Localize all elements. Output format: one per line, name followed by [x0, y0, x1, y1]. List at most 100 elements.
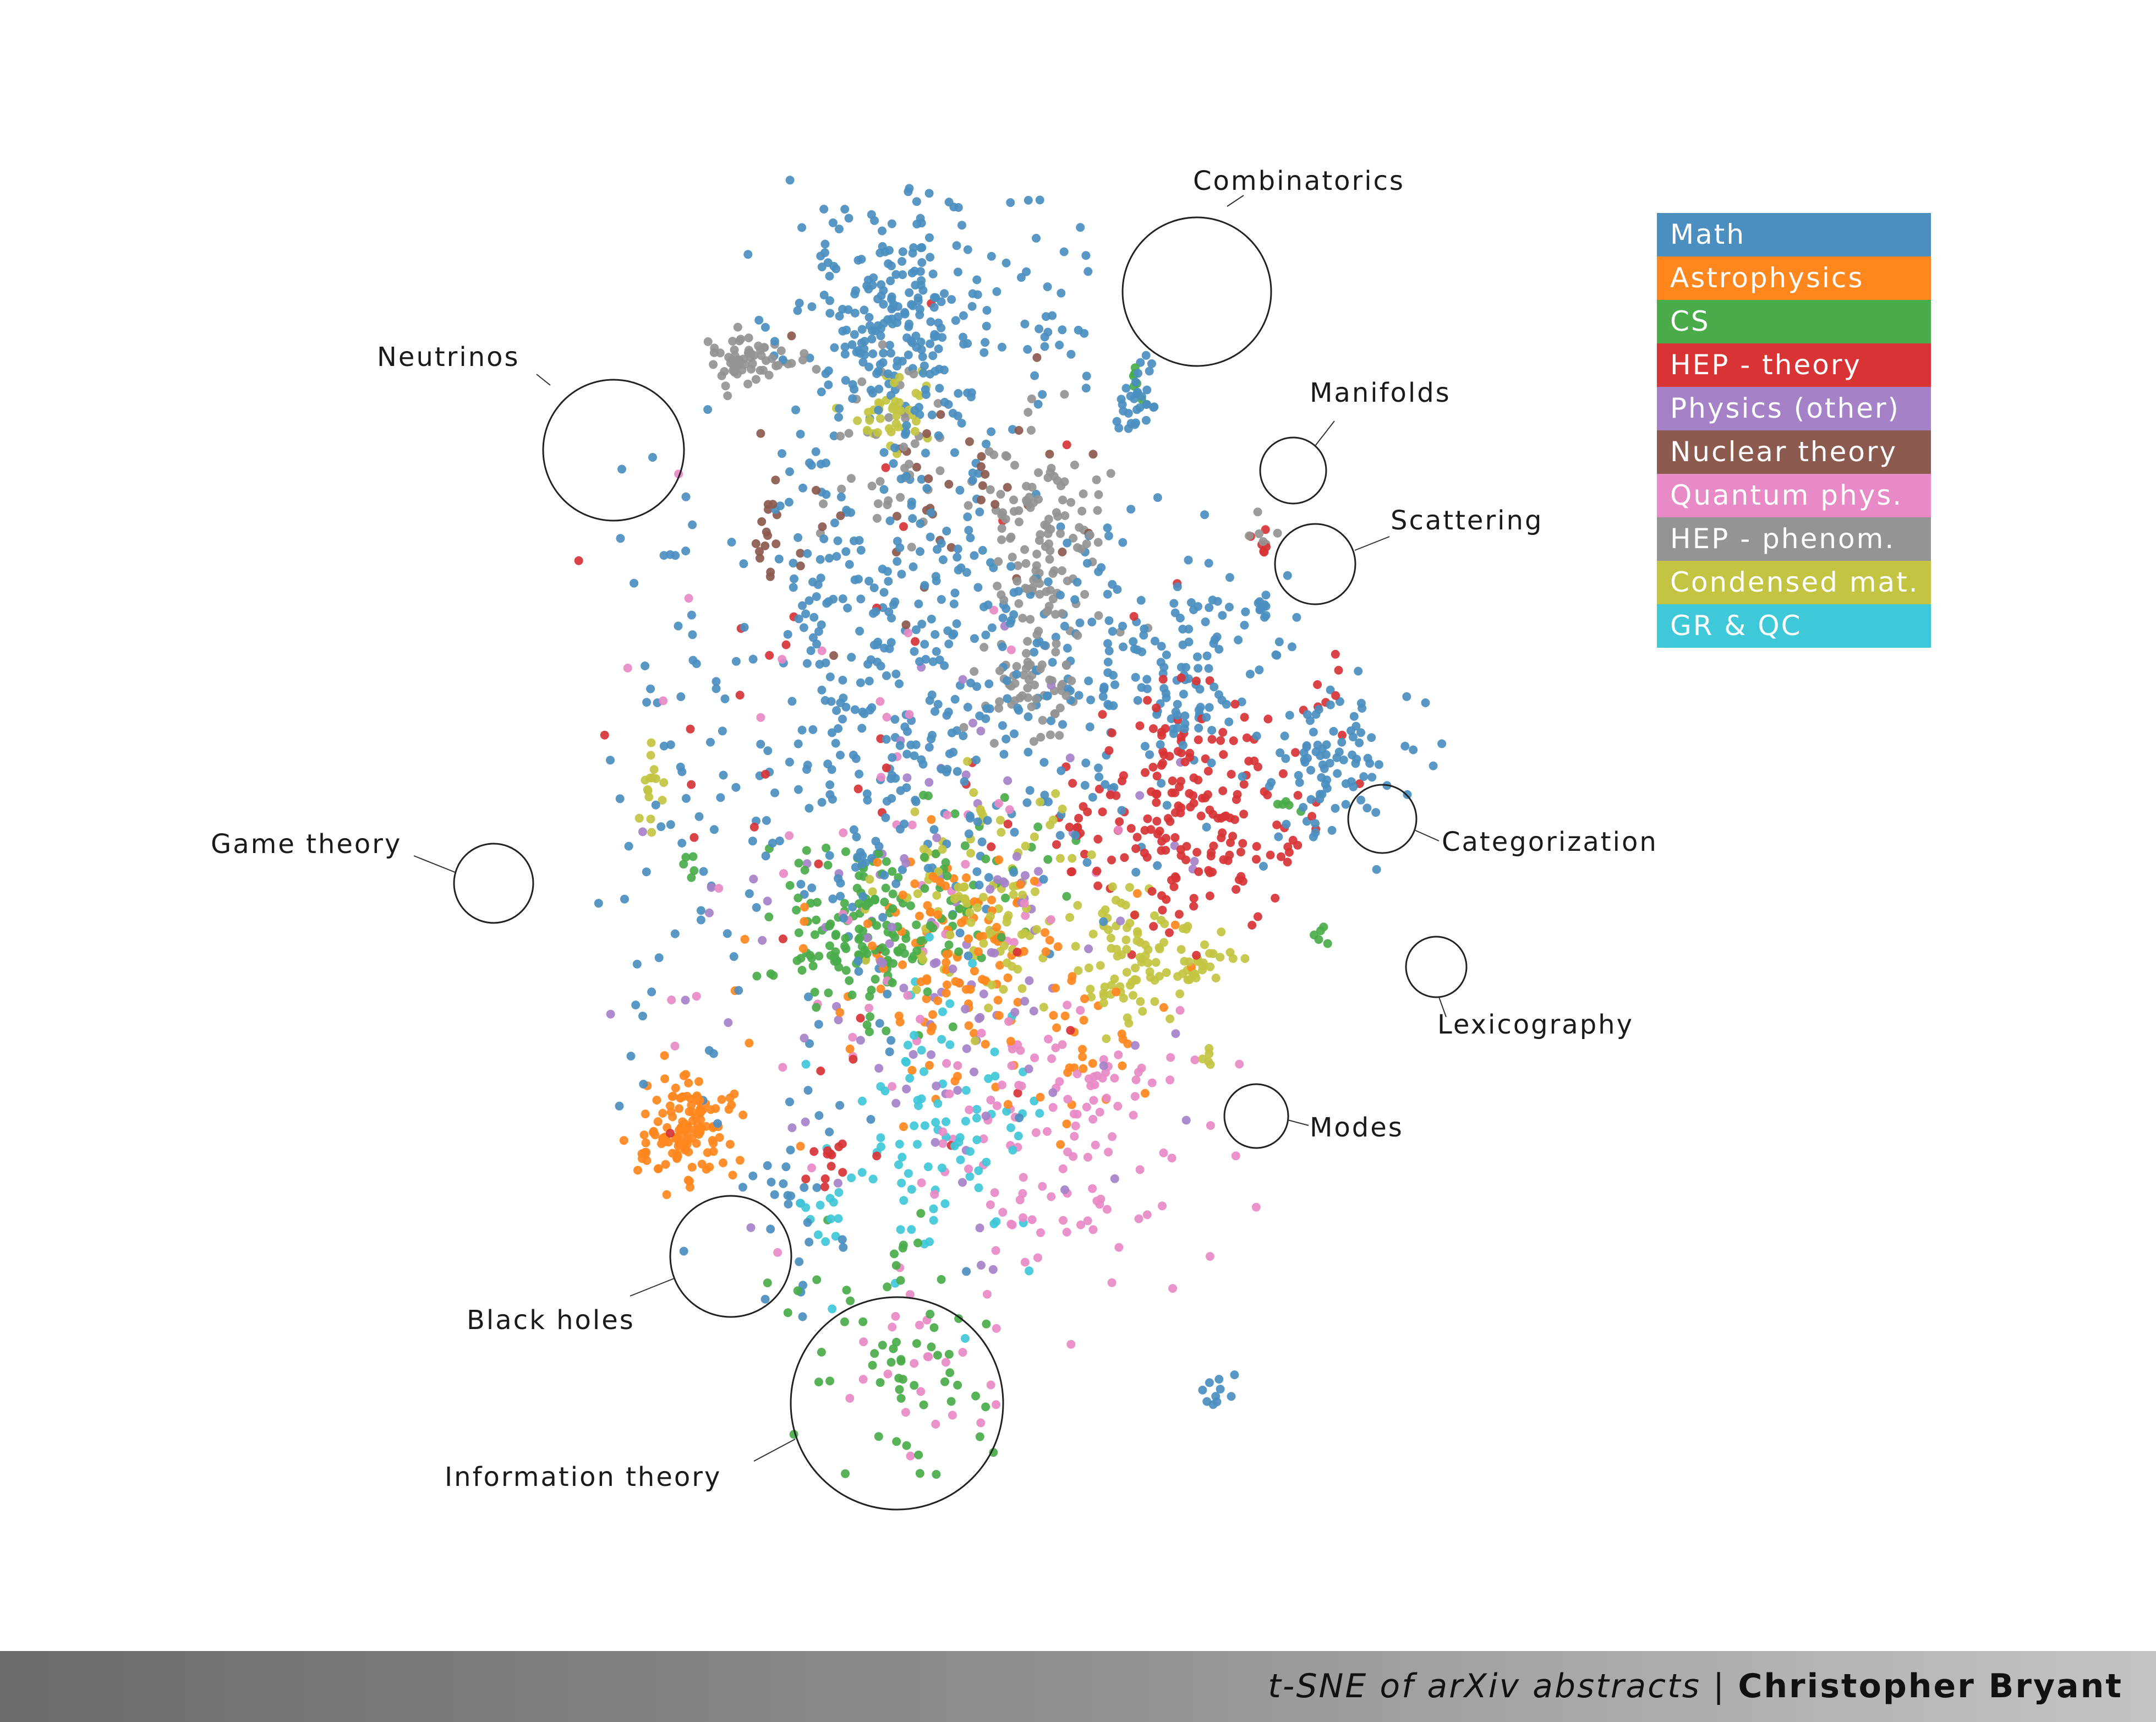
scatter-point [1167, 1154, 1177, 1163]
scatter-point [987, 252, 996, 261]
scatter-point [1049, 1011, 1058, 1020]
scatter-point [1063, 1001, 1072, 1010]
scatter-point [751, 375, 760, 384]
scatter-point [1225, 603, 1234, 612]
scatter-point [814, 859, 823, 868]
scatter-point [839, 828, 848, 838]
scatter-point [1023, 345, 1032, 354]
scatter-point [1261, 525, 1270, 534]
scatter-point [1218, 611, 1227, 620]
scatter-point [926, 532, 935, 542]
scatter-point [1057, 766, 1066, 775]
scatter-point [1016, 880, 1025, 889]
scatter-point [879, 588, 889, 597]
scatter-point [905, 710, 914, 719]
scatter-point [1008, 1145, 1017, 1155]
scatter-point [1069, 533, 1078, 543]
scatter-point [1185, 752, 1195, 762]
scatter-point [863, 919, 872, 928]
legend-item-nuclear-theory: Nuclear theory [1657, 430, 1931, 474]
scatter-point [905, 288, 914, 297]
scatter-point [932, 576, 941, 586]
scatter-point [1002, 1107, 1011, 1116]
scatter-point [887, 774, 895, 783]
scatter-point [1010, 461, 1019, 470]
scatter-point [884, 607, 894, 616]
scatter-point [1130, 1092, 1140, 1101]
scatter-point [1024, 712, 1033, 721]
scatter-point [906, 901, 915, 910]
scatter-point [1189, 894, 1199, 903]
scatter-point [1016, 273, 1026, 282]
scatter-point [1021, 841, 1030, 851]
scatter-point [1134, 1214, 1143, 1223]
scatter-point [1034, 468, 1043, 477]
scatter-point [656, 822, 666, 832]
scatter-point [1040, 332, 1049, 342]
scatter-point [672, 1149, 682, 1158]
scatter-point [1141, 416, 1151, 425]
scatter-point [888, 1082, 896, 1091]
scatter-point [937, 539, 946, 548]
scatter-point [728, 337, 737, 346]
scatter-point [1047, 1192, 1056, 1201]
scatter-point [1074, 966, 1083, 975]
scatter-point [830, 956, 839, 966]
scatter-point [893, 302, 902, 311]
scatter-point [1151, 958, 1161, 967]
scatter-point [1152, 772, 1162, 781]
scatter-point [812, 592, 821, 602]
scatter-point [827, 697, 836, 706]
scatter-point [1021, 911, 1030, 920]
scatter-point [1283, 842, 1293, 851]
scatter-point [1194, 775, 1203, 785]
scatter-point [879, 286, 888, 295]
annotation-leader [413, 855, 456, 873]
scatter-point [834, 874, 843, 883]
scatter-point [681, 852, 691, 862]
scatter-point [959, 311, 968, 320]
scatter-point [955, 928, 965, 938]
scatter-point [1158, 675, 1168, 684]
scatter-point [1087, 617, 1097, 627]
scatter-point [1236, 848, 1245, 857]
scatter-point [1112, 417, 1121, 426]
scatter-point [932, 891, 942, 900]
scatter-point [920, 361, 929, 370]
scatter-point [924, 474, 933, 483]
scatter-point [796, 561, 805, 571]
scatter-point [899, 1240, 908, 1250]
scatter-point [1316, 926, 1325, 936]
scatter-point [1048, 311, 1057, 320]
scatter-point [1143, 814, 1152, 823]
scatter-point [1024, 1064, 1033, 1074]
tsne-scatter-plot: Combinatorics Neutrinos Manifolds Scatte… [211, 166, 1656, 1511]
scatter-point [1057, 288, 1066, 298]
scatter-point [984, 679, 994, 688]
scatter-point [956, 1155, 965, 1165]
scatter-point [1409, 745, 1418, 755]
scatter-point [999, 985, 1008, 994]
scatter-point [1014, 587, 1023, 596]
scatter-point [795, 298, 804, 308]
scatter-point [719, 1158, 727, 1167]
scatter-point [973, 817, 982, 827]
scatter-point [891, 270, 901, 279]
scatter-point [890, 933, 900, 942]
scatter-point [708, 1136, 717, 1145]
scatter-point [899, 983, 909, 993]
scatter-point [841, 966, 851, 975]
scatter-point [1099, 1055, 1108, 1064]
scatter-point [659, 741, 669, 751]
scatter-point [938, 1139, 948, 1148]
scatter-point [844, 429, 853, 438]
scatter-point [792, 905, 801, 915]
scatter-point [1039, 758, 1049, 767]
scatter-point [810, 987, 819, 997]
scatter-point [952, 619, 961, 628]
scatter-point [1153, 861, 1162, 870]
scatter-point [917, 1178, 926, 1188]
scatter-point [911, 637, 920, 646]
scatter-point [874, 367, 883, 376]
scatter-point [885, 644, 894, 653]
